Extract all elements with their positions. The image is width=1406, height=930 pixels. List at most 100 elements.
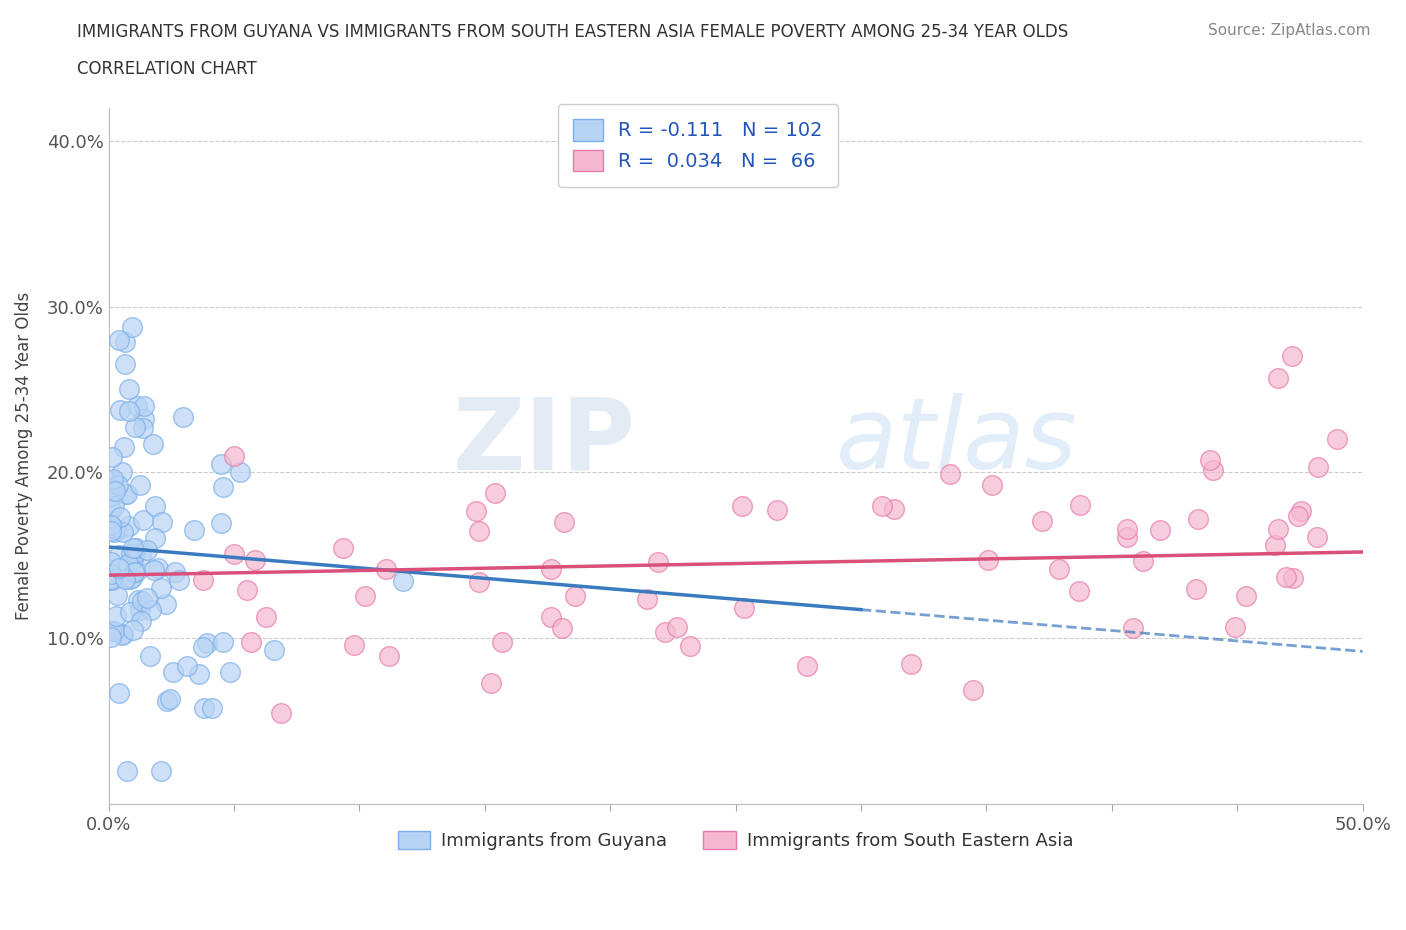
Point	[117, 556, 139, 571]
Point	[551, 621, 574, 636]
Point	[118, 519, 141, 534]
Point	[981, 478, 1004, 493]
Point	[143, 563, 166, 578]
Point	[564, 589, 586, 604]
Point	[112, 627, 135, 642]
Point	[100, 624, 122, 639]
Point	[132, 420, 155, 435]
Point	[112, 439, 135, 454]
Point	[104, 609, 127, 624]
Point	[101, 449, 124, 464]
Point	[197, 635, 219, 650]
Point	[100, 566, 122, 581]
Point	[1122, 620, 1144, 635]
Point	[1281, 349, 1303, 364]
Point	[103, 624, 125, 639]
Point	[332, 541, 354, 556]
Point	[150, 514, 173, 529]
Point	[222, 547, 245, 562]
Point	[104, 522, 127, 537]
Point	[1286, 509, 1309, 524]
Point	[114, 335, 136, 350]
Point	[121, 320, 143, 335]
Point	[121, 570, 143, 585]
Point	[107, 478, 129, 493]
Text: CORRELATION CHART: CORRELATION CHART	[77, 60, 257, 78]
Point	[484, 485, 506, 500]
Point	[139, 648, 162, 663]
Point	[392, 573, 415, 588]
Point	[977, 552, 1000, 567]
Point	[962, 682, 984, 697]
Point	[201, 700, 224, 715]
Point	[1267, 522, 1289, 537]
Point	[1282, 571, 1305, 586]
Point	[114, 356, 136, 371]
Point	[159, 692, 181, 707]
Point	[131, 512, 153, 527]
Point	[124, 546, 146, 561]
Point	[209, 457, 232, 472]
Point	[105, 588, 128, 603]
Point	[131, 613, 153, 628]
Point	[107, 523, 129, 538]
Text: ZIP: ZIP	[453, 393, 636, 490]
Point	[540, 609, 562, 624]
Point	[766, 503, 789, 518]
Point	[1201, 462, 1223, 477]
Point	[883, 501, 905, 516]
Point	[374, 562, 396, 577]
Point	[1264, 538, 1286, 552]
Point	[100, 572, 122, 587]
Point	[108, 685, 131, 700]
Point	[100, 518, 122, 533]
Point	[193, 700, 215, 715]
Point	[1116, 521, 1139, 536]
Point	[114, 487, 136, 502]
Point	[191, 640, 214, 655]
Point	[1132, 553, 1154, 568]
Point	[1149, 523, 1171, 538]
Point	[127, 592, 149, 607]
Point	[211, 516, 233, 531]
Point	[219, 664, 242, 679]
Point	[108, 403, 131, 418]
Point	[100, 630, 122, 644]
Point	[143, 498, 166, 513]
Point	[468, 575, 491, 590]
Point	[796, 658, 818, 673]
Point	[115, 764, 138, 778]
Point	[118, 571, 141, 586]
Point	[240, 635, 263, 650]
Point	[162, 665, 184, 680]
Point	[155, 597, 177, 612]
Point	[211, 635, 233, 650]
Point	[270, 706, 292, 721]
Point	[343, 637, 366, 652]
Point	[263, 643, 285, 658]
Point	[733, 600, 755, 615]
Point	[378, 648, 401, 663]
Point	[118, 404, 141, 418]
Point	[1031, 513, 1053, 528]
Point	[100, 502, 122, 517]
Point	[110, 628, 132, 643]
Point	[122, 551, 145, 566]
Point	[134, 398, 156, 413]
Point	[104, 484, 127, 498]
Point	[212, 479, 235, 494]
Point	[108, 510, 131, 525]
Point	[254, 609, 277, 624]
Text: IMMIGRANTS FROM GUYANA VS IMMIGRANTS FROM SOUTH EASTERN ASIA FEMALE POVERTY AMON: IMMIGRANTS FROM GUYANA VS IMMIGRANTS FRO…	[77, 23, 1069, 41]
Point	[939, 467, 962, 482]
Point	[1234, 588, 1257, 603]
Point	[114, 572, 136, 587]
Point	[540, 562, 562, 577]
Point	[118, 604, 141, 619]
Point	[479, 675, 502, 690]
Point	[100, 473, 122, 488]
Point	[100, 488, 122, 503]
Point	[103, 472, 125, 486]
Point	[1199, 452, 1222, 467]
Point	[553, 514, 575, 529]
